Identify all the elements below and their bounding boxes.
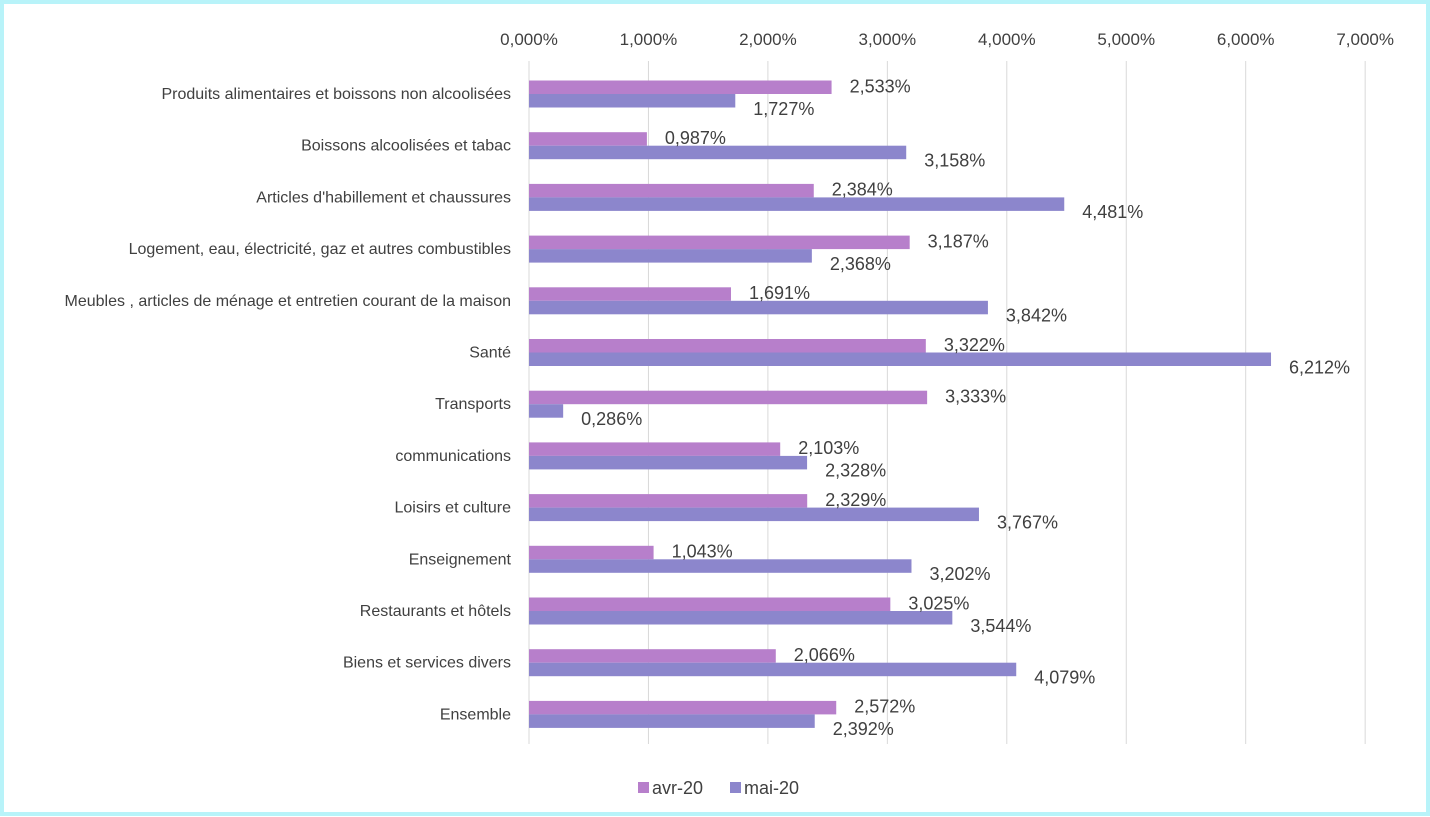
bar-avr-20 [529, 80, 832, 94]
data-label: 1,691% [749, 283, 810, 303]
legend-label: avr-20 [652, 778, 703, 798]
category-label: Boissons alcoolisées et tabac [301, 138, 511, 155]
category-label: Santé [469, 345, 511, 362]
category-label: Logement, eau, électricité, gaz et autre… [129, 241, 511, 258]
x-tick-label: 3,000% [859, 30, 917, 49]
bar-mai-20 [529, 507, 979, 522]
category-label: Restaurants et hôtels [360, 603, 511, 620]
data-label: 2,329% [825, 490, 886, 510]
legend-swatch-mai-20 [730, 782, 741, 793]
data-label: 2,103% [798, 438, 859, 458]
bar-mai-20 [529, 611, 953, 625]
data-label: 2,572% [854, 697, 915, 717]
data-label: 3,187% [928, 231, 989, 251]
legend: avr-20 mai-20 [638, 778, 799, 798]
legend-swatch-avr-20 [638, 782, 649, 793]
x-tick-label: 5,000% [1097, 30, 1155, 49]
bar-avr-20 [529, 597, 891, 611]
data-label: 2,066% [794, 645, 855, 665]
x-tick-label: 0,000% [500, 30, 558, 49]
bar-avr-20 [529, 494, 808, 508]
data-label: 2,533% [850, 76, 911, 96]
bar-mai-20 [529, 249, 812, 263]
bar-avr-20 [529, 390, 928, 405]
bar-chart: 0,000% 1,000% 2,000% 3,000% 4,000% 5,000% 6,00… [65, 30, 1394, 798]
data-label: 4,079% [1034, 667, 1095, 687]
bar-avr-20 [529, 132, 647, 146]
bar-mai-20 [529, 197, 1065, 211]
data-label: 1,043% [672, 542, 733, 562]
data-label: 3,025% [908, 593, 969, 613]
data-label: 3,544% [970, 616, 1031, 636]
bar-avr-20 [529, 235, 910, 250]
bar-mai-20 [529, 714, 815, 728]
category-label: communications [395, 448, 511, 465]
bar-avr-20 [529, 339, 926, 353]
bar-avr-20 [529, 287, 731, 301]
data-label: 2,368% [830, 254, 891, 274]
x-tick-label: 1,000% [620, 30, 678, 49]
category-label: Loisirs et culture [395, 500, 512, 517]
category-label: Produits alimentaires et boissons non al… [161, 86, 511, 103]
data-label: 0,286% [581, 409, 642, 429]
data-label: 2,392% [833, 719, 894, 739]
data-label: 3,202% [929, 564, 990, 584]
category-label: Ensemble [440, 706, 511, 723]
bar-avr-20 [529, 649, 776, 663]
category-label: Meubles , articles de ménage et entretie… [65, 293, 511, 310]
bar-mai-20 [529, 662, 1017, 677]
category-label: Articles d'habillement et chaussures [256, 189, 511, 206]
bar-mai-20 [529, 352, 1272, 366]
data-label: 3,767% [997, 512, 1058, 532]
bar-mai-20 [529, 145, 907, 160]
bar-avr-20 [529, 700, 837, 715]
data-label: 1,727% [753, 99, 814, 119]
data-labels: 2,533% 1,727% 0,987% 3,158% 2,384% 4,481% 3,18… [581, 76, 1350, 739]
data-label: 0,987% [665, 128, 726, 148]
data-label: 3,158% [924, 150, 985, 170]
category-label: Biens et services divers [343, 655, 511, 672]
data-label: 3,333% [945, 386, 1006, 406]
bar-mai-20 [529, 559, 912, 573]
data-label: 2,384% [832, 180, 893, 200]
bar-mai-20 [529, 300, 988, 315]
data-label: 4,481% [1082, 202, 1143, 222]
data-label: 2,328% [825, 461, 886, 481]
x-tick-label: 2,000% [739, 30, 797, 49]
category-label: Transports [435, 396, 511, 413]
bars [529, 80, 1272, 728]
category-labels: Produits alimentaires et boissons non al… [65, 86, 512, 723]
x-tick-label: 7,000% [1336, 30, 1394, 49]
bar-mai-20 [529, 94, 736, 108]
bar-mai-20 [529, 455, 808, 470]
x-tick-label: 6,000% [1217, 30, 1275, 49]
bar-mai-20 [529, 404, 564, 418]
bar-avr-20 [529, 545, 654, 560]
data-label: 6,212% [1289, 357, 1350, 377]
category-label: Enseignement [409, 551, 512, 568]
data-label: 3,322% [944, 335, 1005, 355]
data-label: 3,842% [1006, 306, 1067, 326]
bar-avr-20 [529, 442, 781, 456]
legend-label: mai-20 [744, 778, 799, 798]
bar-avr-20 [529, 183, 814, 198]
x-tick-label: 4,000% [978, 30, 1036, 49]
x-tick-labels: 0,000% 1,000% 2,000% 3,000% 4,000% 5,000% 6,00… [500, 30, 1394, 49]
